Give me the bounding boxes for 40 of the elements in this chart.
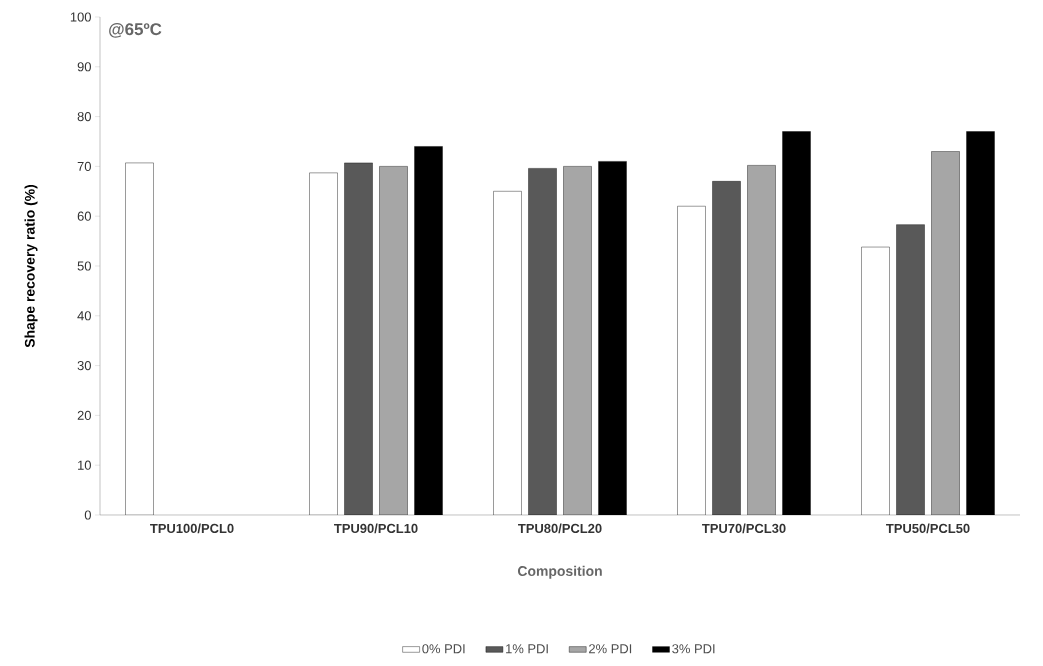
bar: [414, 146, 443, 515]
y-tick-label: 80: [77, 112, 91, 122]
annotation: @65ºC: [109, 22, 162, 38]
x-tick-label: TPU100/PCL0: [150, 523, 234, 534]
y-tick-label: 60: [77, 211, 91, 221]
bar: [125, 162, 154, 515]
y-tick-label: 70: [77, 161, 91, 171]
bar: [747, 165, 776, 515]
y-tick-label: 20: [77, 410, 91, 420]
bar: [677, 206, 706, 515]
bar: [528, 168, 557, 515]
y-tick-label: 30: [77, 361, 91, 371]
x-tick-label: TPU70/PCL30: [702, 523, 786, 534]
y-tick-label: 50: [77, 261, 91, 271]
x-axis-title: Composition: [517, 565, 602, 579]
bar: [598, 161, 627, 515]
legend-label: 0% PDI: [422, 644, 465, 654]
y-tick-label: 10: [78, 460, 91, 470]
y-axis-title: Shape recovery ratio (%): [24, 184, 38, 348]
y-tick-label: 100: [70, 12, 91, 22]
bar: [782, 131, 811, 515]
legend-label: 2% PDI: [589, 644, 632, 654]
x-tick-label: TPU50/PCL50: [886, 523, 970, 534]
legend-label: 3% PDI: [672, 644, 715, 654]
y-tick-label: 90: [77, 62, 91, 72]
bar: [931, 151, 960, 515]
x-tick-label: TPU80/PCL20: [518, 523, 602, 534]
bar: [712, 181, 741, 515]
bar: [493, 191, 522, 515]
y-tick-label: 0: [84, 510, 91, 520]
bar: [896, 224, 925, 515]
bar: [344, 162, 373, 515]
y-tick-label: 40: [77, 311, 91, 321]
legend-label: 1% PDI: [506, 644, 548, 654]
bar: [309, 172, 338, 515]
bar: [563, 166, 592, 515]
bar: [966, 131, 995, 515]
bar: [861, 246, 890, 515]
x-tick-label: TPU90/PCL10: [334, 523, 418, 534]
bar: [379, 166, 408, 515]
